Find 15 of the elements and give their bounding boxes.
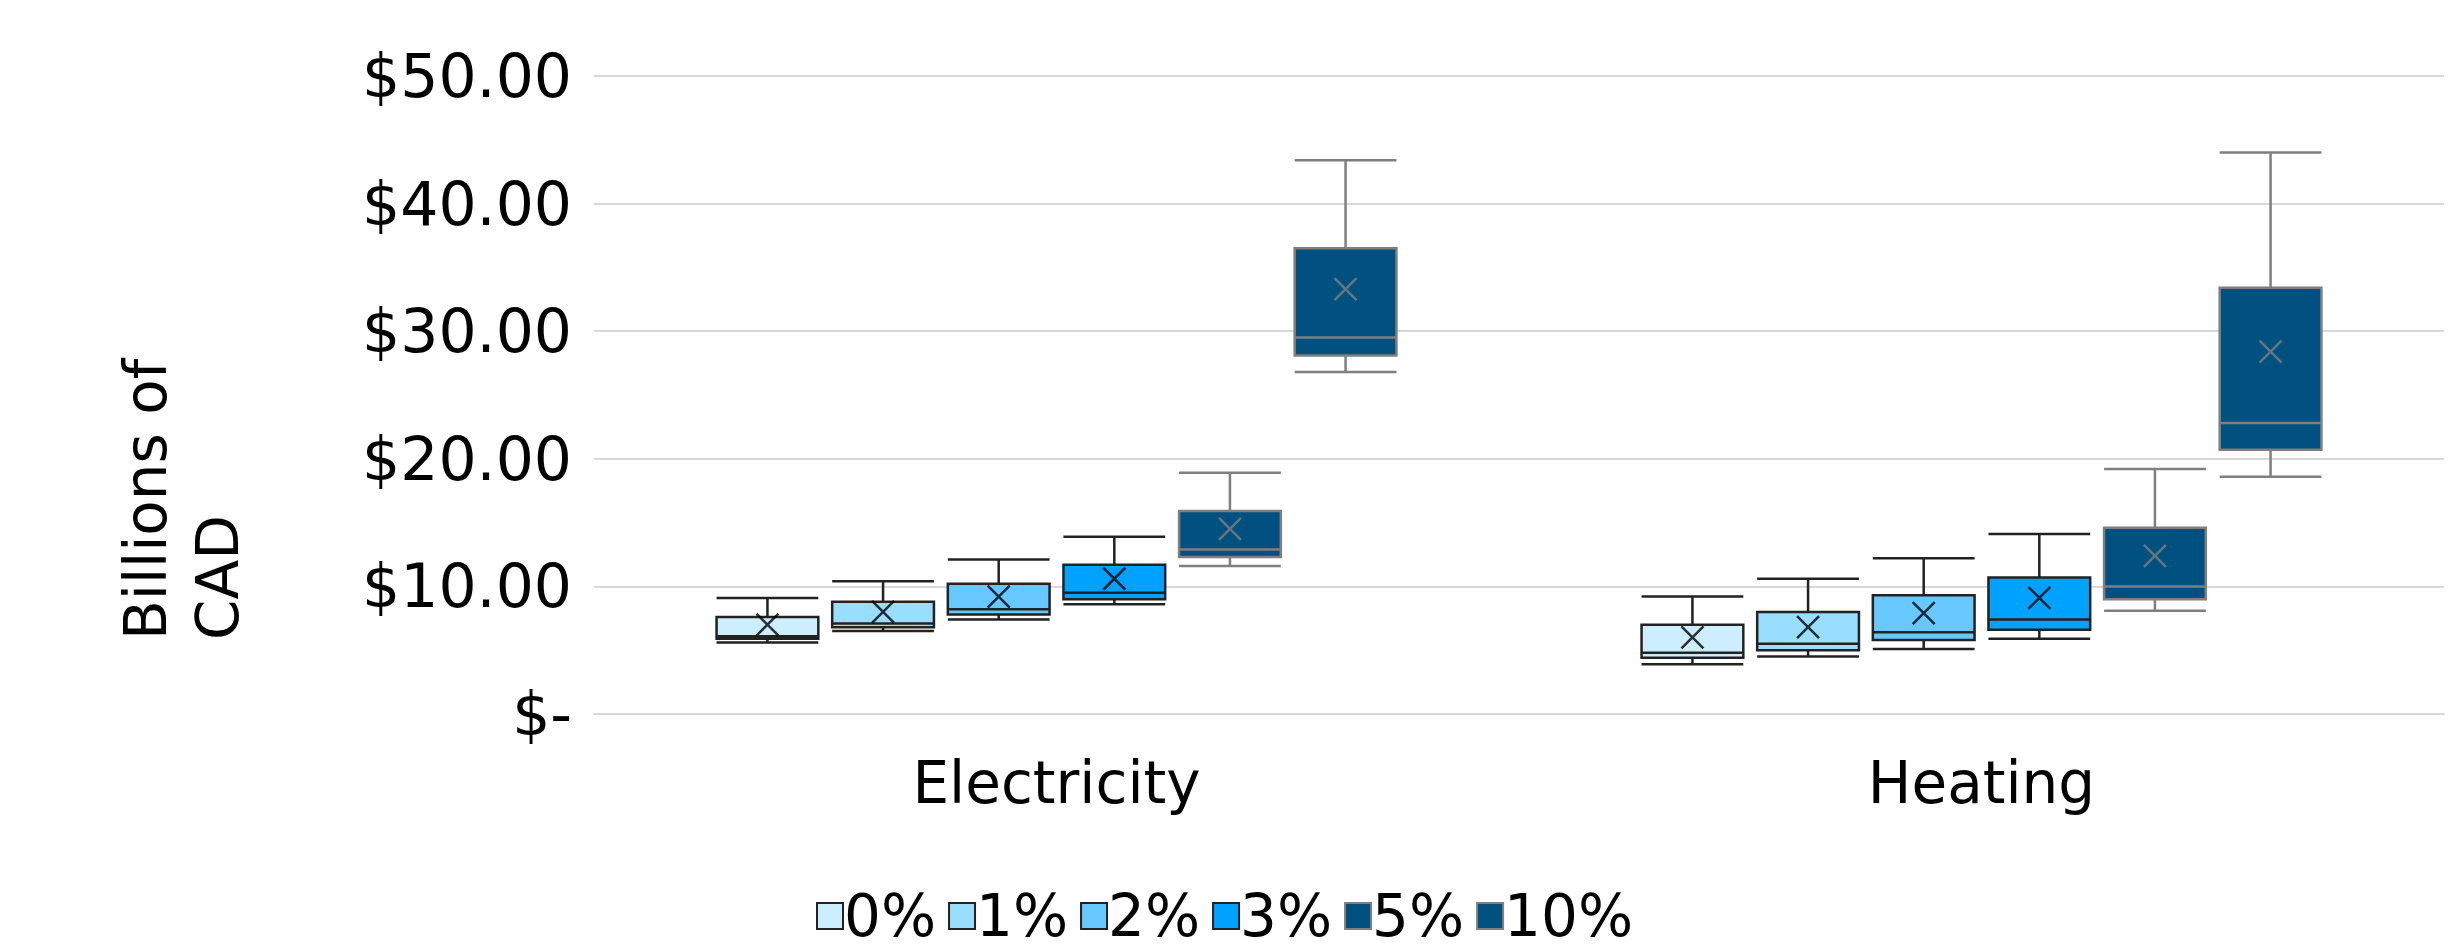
y-tick-label: $30.00 [362,296,572,367]
y-tick-label: $50.00 [362,41,572,111]
legend-label: 1% [976,882,1069,950]
legend-label: 10% [1504,882,1633,950]
y-tick-label: $40.00 [362,168,572,239]
y-tick-label: $10.00 [362,551,572,622]
y-axis-title: Billions of CAD [112,340,252,640]
x-tick-label: Heating [1867,749,2096,817]
legend-label: 2% [1108,882,1201,950]
legend-label: 5% [1372,882,1465,950]
x-tick-label: Electricity [912,749,1201,817]
y-tick-label: $20.00 [362,423,572,494]
legend-label: 3% [1240,882,1333,950]
y-tick-label: $- [512,679,572,749]
legend-label: 0% [844,882,937,950]
